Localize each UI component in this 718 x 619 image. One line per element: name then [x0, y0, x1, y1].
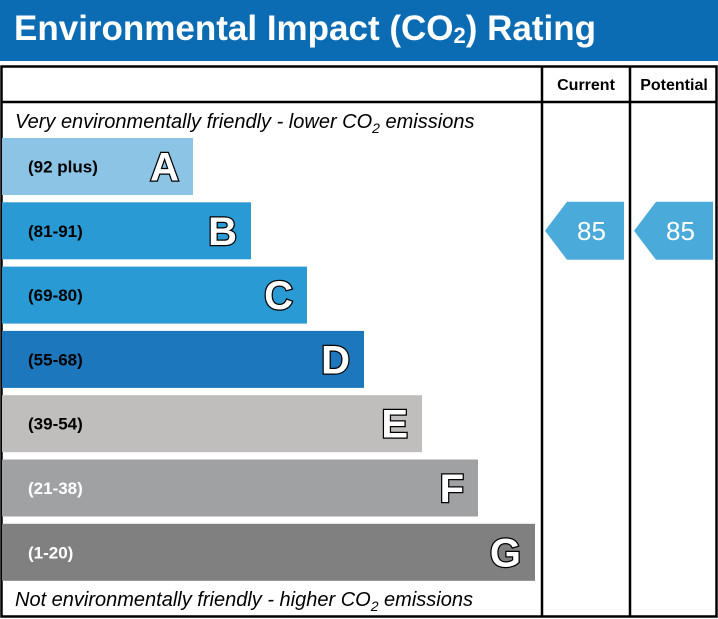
band-bar-E	[2, 395, 422, 453]
band-letter-F: F	[440, 467, 464, 511]
current-rating-arrow	[545, 201, 624, 260]
band-range-A: (92 plus)	[28, 158, 98, 177]
table-frame	[0, 65, 718, 618]
band-range-D: (55-68)	[28, 350, 83, 369]
column-header-potential: Potential	[640, 77, 708, 94]
band-letter-A: A	[150, 146, 179, 190]
band-range-F: (21-38)	[28, 479, 83, 498]
current-rating-value: 85	[577, 216, 606, 246]
band-bar-F	[2, 459, 478, 517]
potential-rating-value: 85	[666, 216, 695, 246]
potential-rating-arrow	[634, 201, 713, 260]
top-note: Very environmentally friendly - lower CO…	[15, 111, 474, 136]
band-bar-A	[2, 138, 193, 195]
band-bar-C	[2, 266, 307, 324]
band-range-G: (1-20)	[28, 543, 73, 562]
band-letter-G: G	[490, 531, 521, 575]
band-letter-E: E	[381, 403, 408, 447]
band-bar-B	[2, 202, 251, 260]
band-letter-D: D	[321, 338, 350, 382]
band-letter-B: B	[208, 210, 237, 254]
band-range-E: (39-54)	[28, 415, 83, 434]
band-range-C: (69-80)	[28, 286, 83, 305]
band-letter-C: C	[264, 274, 293, 318]
title-bar: Environmental Impact (CO2) Rating	[0, 0, 718, 61]
chart-title: Environmental Impact (CO2) Rating	[14, 9, 597, 48]
band-bar-D	[2, 330, 364, 388]
column-header-current: Current	[557, 77, 615, 94]
bottom-note: Not environmentally friendly - higher CO…	[15, 589, 473, 614]
band-range-B: (81-91)	[28, 222, 83, 241]
band-bar-G	[2, 523, 535, 581]
